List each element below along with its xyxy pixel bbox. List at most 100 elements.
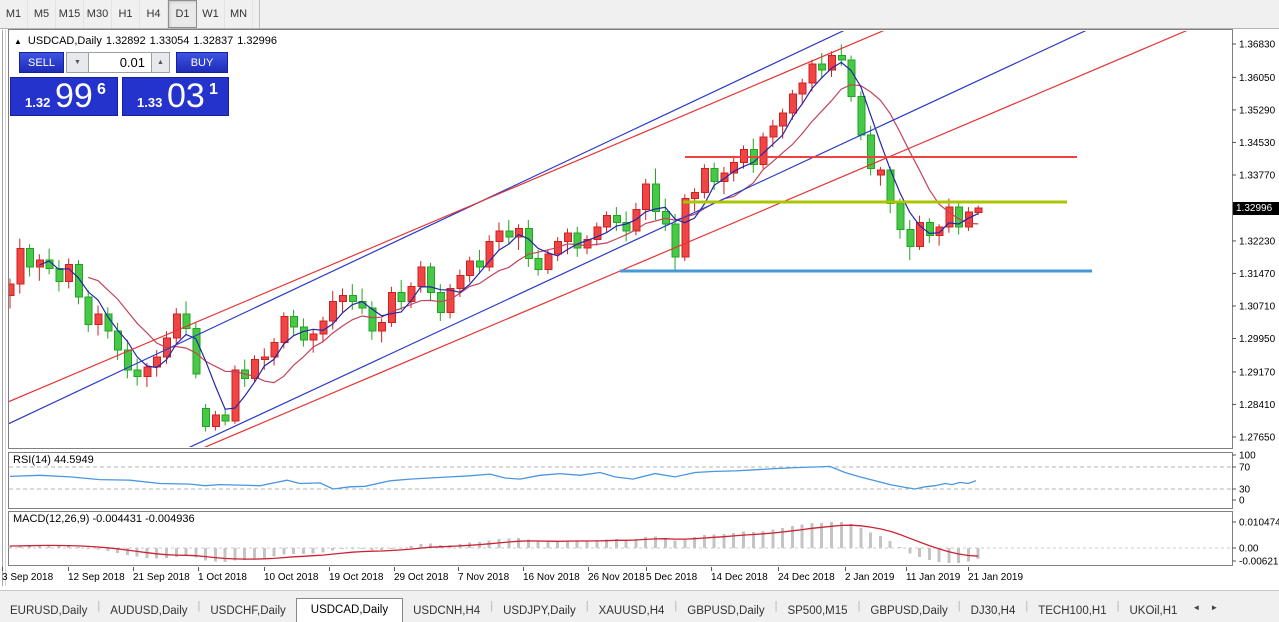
trendline-blue: [188, 31, 1087, 447]
macd-histogram-bar: [712, 534, 716, 548]
candle-body: [720, 172, 729, 182]
timeframe-button-m30[interactable]: M30: [84, 0, 112, 28]
tab-dj30-h4[interactable]: DJ30,H4: [970, 605, 1016, 617]
candle-body: [475, 260, 484, 268]
macd-histogram-bar: [204, 548, 208, 561]
macd-histogram-bar: [47, 545, 51, 548]
candle-body: [593, 226, 602, 241]
tab-xauusd-h4[interactable]: XAUUSD,H4: [598, 605, 665, 617]
macd-histogram-bar: [243, 548, 247, 560]
macd-panel-border: [8, 511, 1233, 566]
tab-separator: |: [774, 600, 778, 612]
date-axis-label: 11 Jan 2019: [906, 572, 961, 583]
macd-histogram-bar: [174, 548, 178, 557]
timeframe-button-h4[interactable]: H4: [140, 0, 168, 28]
macd-histogram-bar: [673, 540, 677, 548]
candle-body: [603, 215, 612, 228]
candle-body: [808, 63, 817, 84]
trendline-red: [203, 31, 1188, 447]
date-axis-tick: [133, 567, 134, 571]
candle-body: [9, 283, 15, 297]
tab-tech100-h1[interactable]: TECH100,H1: [1038, 605, 1107, 617]
macd-histogram-bar: [732, 533, 736, 548]
tabs-scroll-left-icon[interactable]: ◄: [1192, 602, 1201, 612]
macd-histogram-bar: [341, 548, 345, 549]
date-axis-label: 19 Oct 2018: [329, 572, 384, 583]
macd-histogram-bar: [292, 548, 296, 554]
macd-axis-label: -0.006218: [1239, 557, 1279, 568]
collapse-arrow-icon[interactable]: ▲: [14, 37, 22, 46]
macd-histogram-bar: [67, 546, 71, 548]
candle-body: [456, 275, 465, 289]
macd-histogram-bar: [360, 548, 364, 549]
timeframe-button-d1[interactable]: D1: [168, 0, 197, 28]
timeframe-button-m15[interactable]: M15: [56, 0, 84, 28]
candle-body: [211, 414, 220, 427]
timeframe-button-m5[interactable]: M5: [28, 0, 56, 28]
tab-usdcnh-h4[interactable]: USDCNH,H4: [413, 605, 481, 617]
symbol-tab-bar: EURUSD,Daily | AUDUSD,Daily | USDCHF,Daily US…: [0, 590, 1279, 622]
macd-histogram-bar: [839, 521, 843, 548]
timeframe-button-h1[interactable]: H1: [112, 0, 140, 28]
tab-usdjpy-daily[interactable]: USDJPY,Daily: [503, 605, 576, 617]
tab-usdcad-daily[interactable]: USDCAD,Daily: [295, 598, 404, 622]
date-axis-label: 7 Nov 2018: [458, 572, 510, 583]
date-axis-label: 1 Oct 2018: [198, 572, 247, 583]
macd-histogram-bar: [213, 548, 217, 562]
tab-audusd-daily[interactable]: AUDUSD,Daily: [110, 605, 188, 617]
date-axis-tick: [646, 567, 647, 571]
trade-prices-row: 1.32 99 6 1.33 03 1: [10, 77, 229, 116]
candle-body: [309, 333, 318, 341]
high-value: 1.33054: [149, 35, 190, 47]
macd-histogram-bar: [585, 541, 589, 548]
macd-histogram-bar: [634, 539, 638, 548]
tab-separator: |: [585, 600, 589, 612]
macd-histogram-bar: [282, 548, 286, 555]
date-axis-label: 10 Oct 2018: [264, 572, 319, 583]
sell-button[interactable]: SELL: [19, 52, 64, 73]
macd-histogram-bar: [565, 540, 569, 548]
tab-separator: |: [97, 600, 101, 612]
buy-price-button[interactable]: 1.33 03 1: [122, 77, 229, 116]
macd-histogram-bar: [57, 545, 61, 548]
tab-eurusd-daily[interactable]: EURUSD,Daily: [10, 605, 88, 617]
candle-body: [407, 286, 416, 302]
lot-increase-button[interactable]: ▲: [151, 52, 170, 73]
macd-histogram-bar: [262, 548, 266, 558]
candle-body: [534, 257, 543, 271]
candle-body: [397, 292, 406, 302]
buy-button[interactable]: BUY: [176, 52, 228, 73]
open-value: 1.32892: [105, 35, 146, 47]
tab-sp500-m15[interactable]: SP500,M15: [787, 605, 848, 617]
macd-histogram-bar: [223, 548, 227, 562]
candle-body: [378, 322, 387, 332]
price-axis-label: 1.36050: [1239, 73, 1276, 84]
tab-ukoil-h1[interactable]: UKOil,H1: [1129, 605, 1178, 617]
timeframe-button-w1[interactable]: W1: [197, 0, 225, 28]
candle-body: [974, 207, 983, 214]
timeframe-button-mn[interactable]: MN: [225, 0, 253, 28]
date-axis-label: 3 Sep 2018: [2, 572, 54, 583]
date-axis-tick: [588, 567, 589, 571]
candle-body: [417, 266, 426, 288]
lot-size-input[interactable]: [89, 52, 151, 73]
macd-histogram-bar: [96, 548, 100, 550]
candle-body: [221, 414, 230, 422]
tab-usdchf-daily[interactable]: USDCHF,Daily: [210, 605, 286, 617]
macd-histogram-bar: [517, 538, 521, 548]
candle-body: [925, 222, 934, 236]
sell-price-button[interactable]: 1.32 99 6: [10, 77, 118, 116]
candle-body: [857, 96, 866, 136]
tab-gbpusd-daily[interactable]: GBPUSD,Daily: [687, 605, 765, 617]
timeframe-button-m1[interactable]: M1: [0, 0, 28, 28]
candle-body: [691, 192, 700, 200]
tabs-scroll-right-icon[interactable]: ►: [1210, 602, 1219, 612]
candle-body: [65, 263, 74, 283]
tab-gbpusd-daily[interactable]: GBPUSD,Daily: [870, 605, 948, 617]
price-axis-label: 1.31470: [1239, 269, 1276, 280]
date-axis-tick: [845, 567, 846, 571]
lot-decrease-button[interactable]: ▼: [66, 52, 89, 73]
candle-body: [847, 59, 856, 98]
macd-histogram-bar: [184, 548, 188, 556]
